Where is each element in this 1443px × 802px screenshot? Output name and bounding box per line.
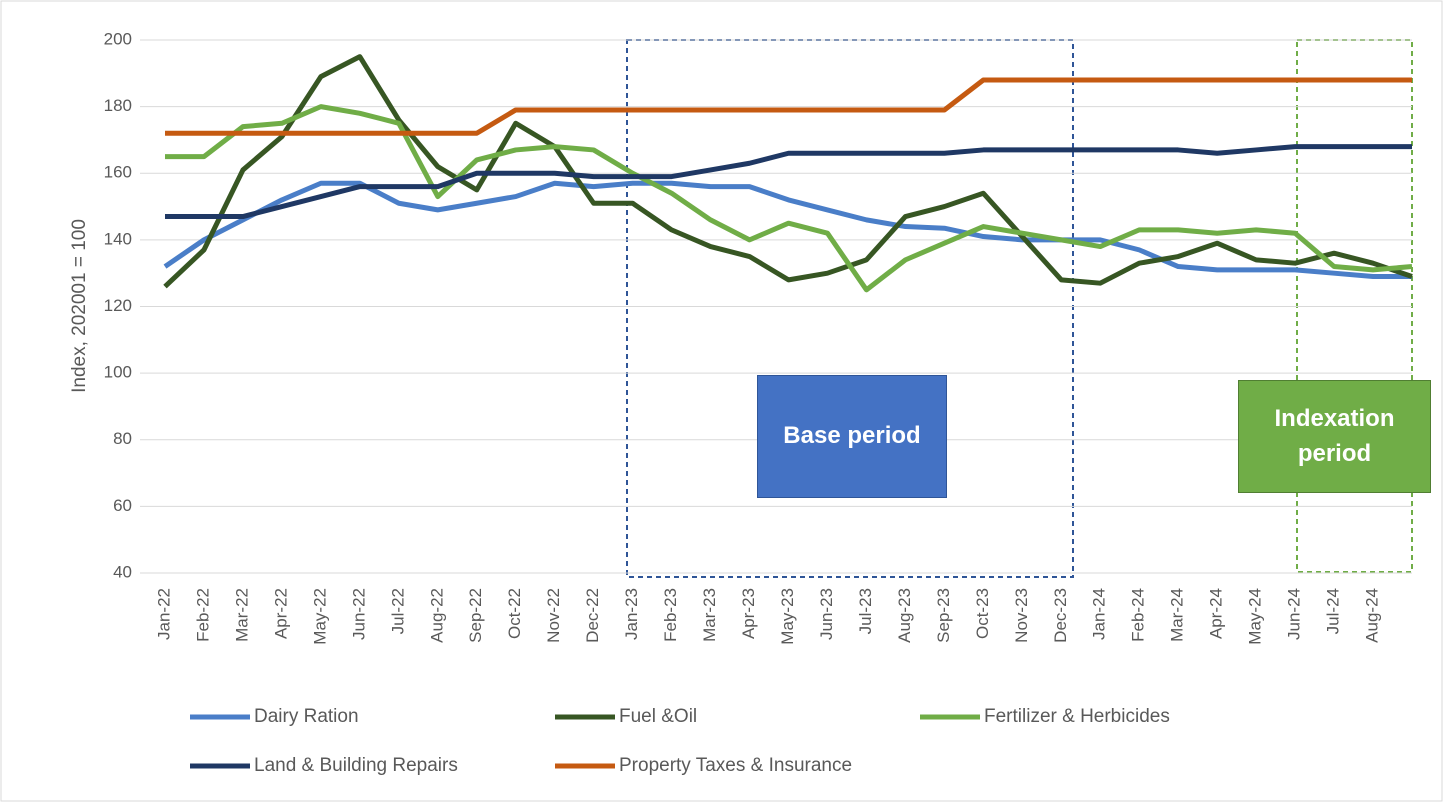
x-tick-label: Oct-23 bbox=[973, 588, 992, 639]
legend-label: Fertilizer & Herbicides bbox=[984, 706, 1170, 727]
x-tick-label: Jun-22 bbox=[349, 588, 368, 640]
x-tick-label: Dec-23 bbox=[1051, 588, 1070, 643]
x-tick-label: Apr-24 bbox=[1207, 588, 1226, 639]
y-tick-label: 200 bbox=[104, 29, 132, 48]
x-tick-label: Nov-23 bbox=[1012, 588, 1031, 643]
x-tick-label: Jul-24 bbox=[1324, 588, 1343, 634]
series-line bbox=[165, 77, 1412, 136]
x-tick-label: Jan-23 bbox=[622, 588, 641, 640]
x-tick-label: May-24 bbox=[1246, 588, 1265, 645]
x-tick-label: Feb-22 bbox=[193, 588, 212, 642]
x-tick-label: Aug-23 bbox=[895, 588, 914, 643]
y-tick-label: 100 bbox=[104, 363, 132, 382]
y-tick-label: 160 bbox=[104, 163, 132, 182]
x-tick-label: Apr-22 bbox=[271, 588, 290, 639]
y-tick-label: 60 bbox=[113, 496, 132, 515]
x-tick-label: May-23 bbox=[778, 588, 797, 645]
x-tick-label: Feb-24 bbox=[1129, 588, 1148, 642]
x-tick-label: May-22 bbox=[310, 588, 329, 645]
legend-label: Property Taxes & Insurance bbox=[619, 755, 852, 776]
x-tick-label: Jan-24 bbox=[1090, 588, 1109, 640]
x-tick-label: Mar-24 bbox=[1168, 588, 1187, 642]
x-tick-label: Aug-24 bbox=[1363, 588, 1382, 643]
series-line bbox=[165, 104, 1413, 293]
y-tick-label: 140 bbox=[104, 229, 132, 248]
legend-label: Dairy Ration bbox=[254, 706, 359, 727]
legend-label: Fuel &Oil bbox=[619, 706, 697, 727]
x-tick-label: Mar-22 bbox=[232, 588, 251, 642]
y-axis-label: Index, 202001 = 100 bbox=[69, 219, 90, 393]
series-line bbox=[163, 54, 1413, 289]
legend-label: Land & Building Repairs bbox=[254, 755, 458, 776]
x-tick-label: Sep-23 bbox=[934, 588, 953, 643]
x-tick-label: Mar-23 bbox=[700, 588, 719, 642]
x-tick-label: Jul-22 bbox=[388, 588, 407, 634]
series-line bbox=[165, 144, 1412, 220]
y-tick-label: 80 bbox=[113, 429, 132, 448]
x-tick-label: Oct-22 bbox=[505, 588, 524, 639]
y-tick-label: 120 bbox=[104, 296, 132, 315]
x-tick-label: Sep-22 bbox=[466, 588, 485, 643]
x-tick-label: Apr-23 bbox=[739, 588, 758, 639]
y-tick-label: 40 bbox=[113, 562, 132, 581]
x-tick-label: Jan-22 bbox=[154, 588, 173, 640]
base-period-frame bbox=[626, 39, 1074, 578]
base-period-note: Base period bbox=[757, 375, 947, 498]
x-tick-label: Aug-22 bbox=[427, 588, 446, 643]
x-tick-label: Nov-22 bbox=[544, 588, 563, 643]
series-line bbox=[163, 180, 1412, 280]
indexation-period-note: Indexation period bbox=[1238, 380, 1431, 493]
x-tick-label: Feb-23 bbox=[661, 588, 680, 642]
x-tick-label: Jun-24 bbox=[1285, 588, 1304, 640]
x-tick-label: Jul-23 bbox=[856, 588, 875, 634]
x-tick-label: Jun-23 bbox=[817, 588, 836, 640]
x-tick-label: Dec-22 bbox=[583, 588, 602, 643]
y-tick-label: 180 bbox=[104, 96, 132, 115]
